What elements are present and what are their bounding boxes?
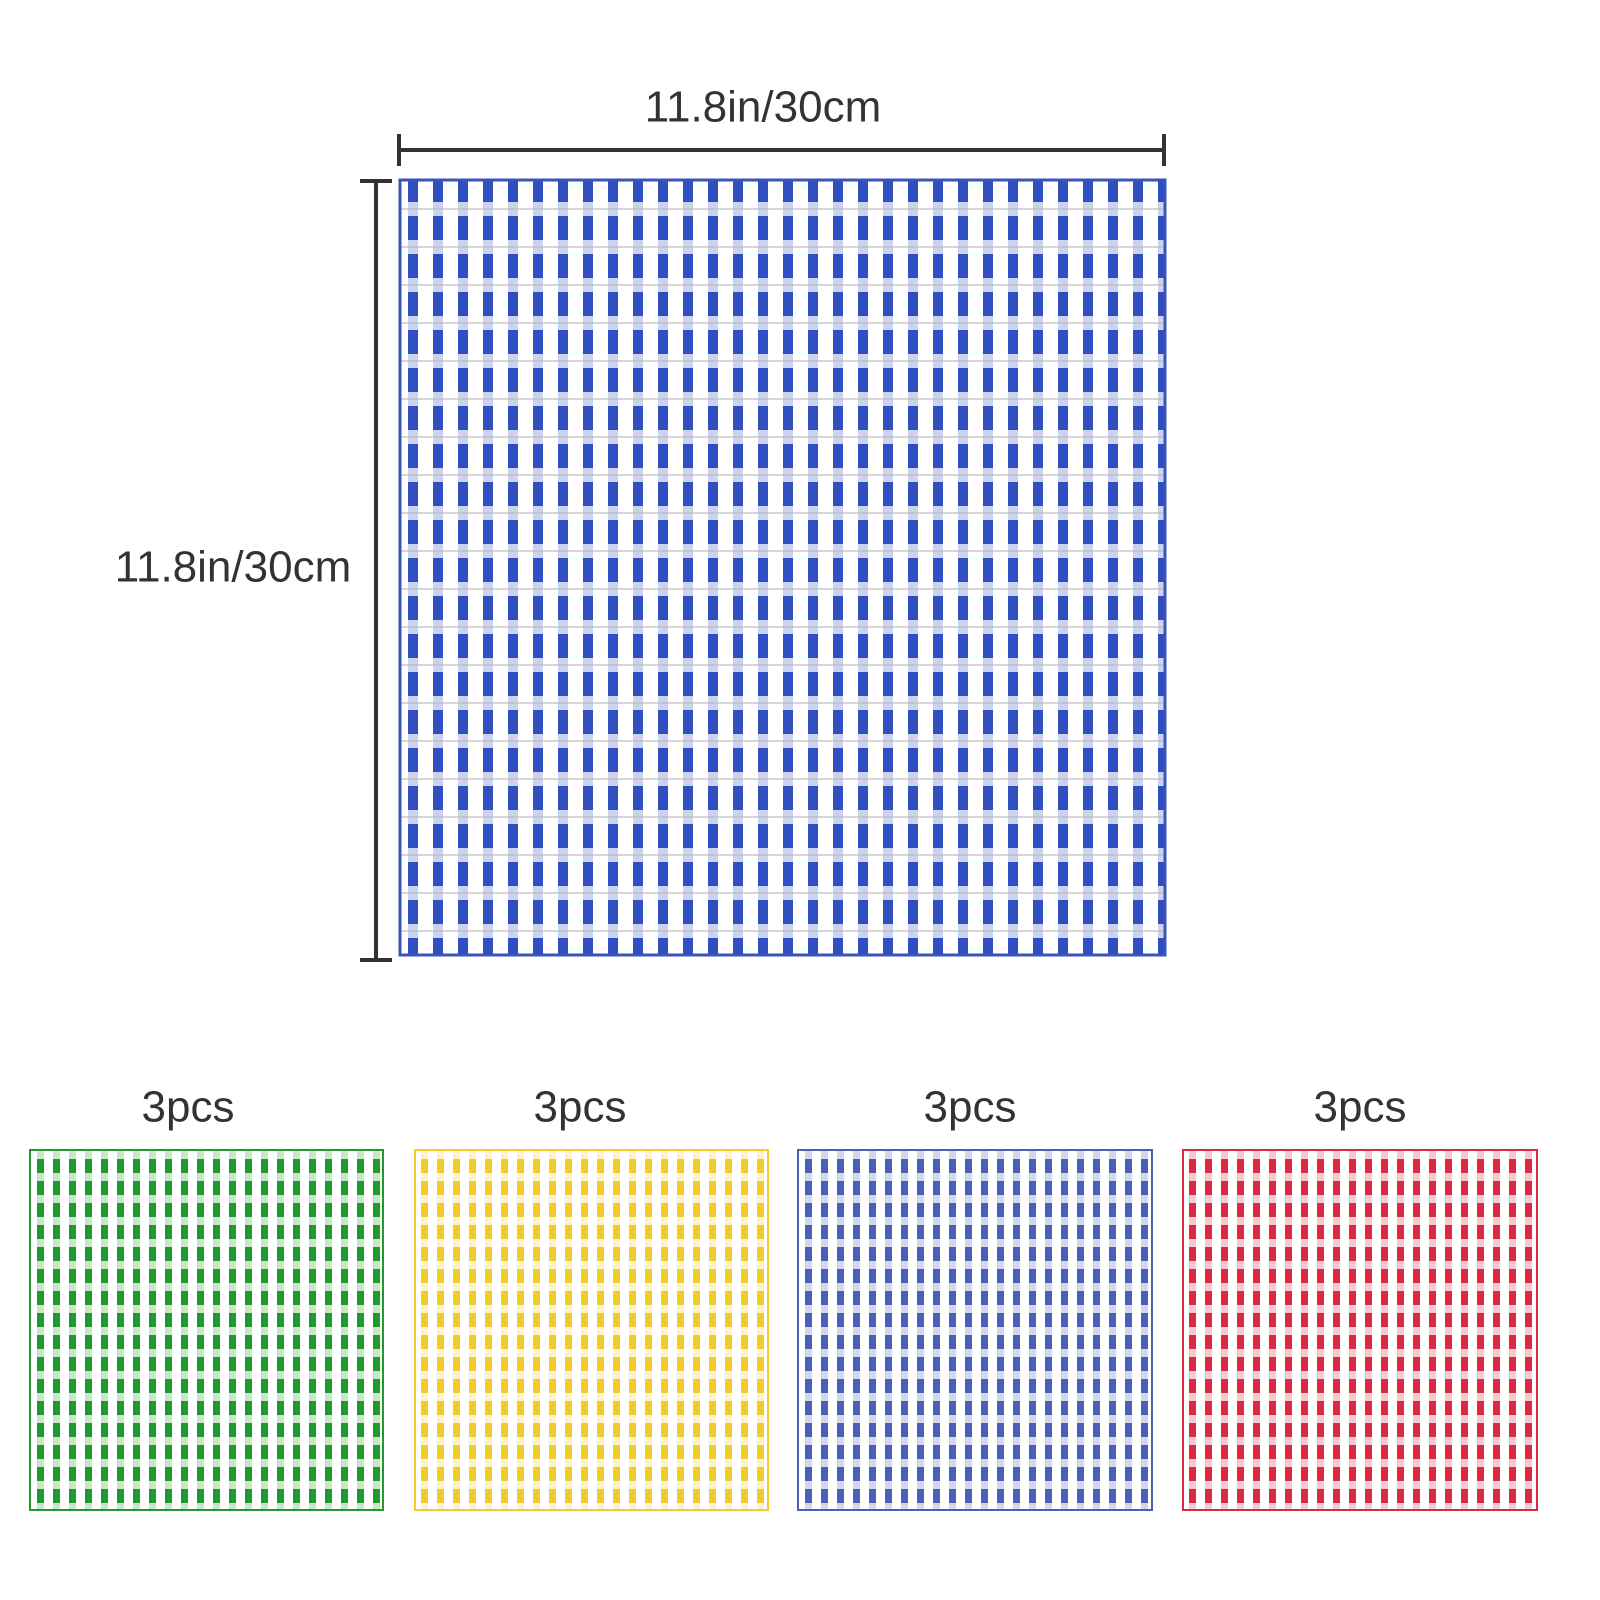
green-towel [29, 1149, 384, 1511]
height-label: 11.8in/30cm [115, 543, 351, 592]
red-towel [1182, 1149, 1538, 1511]
quantity-label: 3pcs [142, 1083, 235, 1132]
quantity-label: 3pcs [534, 1083, 627, 1132]
width-label: 11.8in/30cm [645, 83, 881, 132]
blue-towel [797, 1149, 1153, 1511]
quantity-label: 3pcs [924, 1083, 1017, 1132]
yellow-towel [414, 1149, 769, 1511]
width-dimension [397, 134, 1166, 166]
height-dimension [360, 179, 392, 962]
quantity-label: 3pcs [1314, 1083, 1407, 1132]
main-towel [398, 178, 1167, 957]
